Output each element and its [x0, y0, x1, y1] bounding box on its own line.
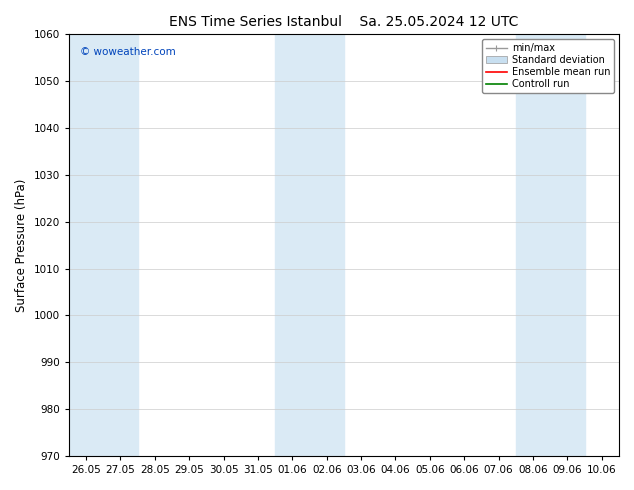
Bar	[516, 34, 585, 456]
Bar	[275, 34, 344, 456]
Title: ENS Time Series Istanbul    Sa. 25.05.2024 12 UTC: ENS Time Series Istanbul Sa. 25.05.2024 …	[169, 15, 519, 29]
Text: © woweather.com: © woweather.com	[80, 47, 176, 57]
Y-axis label: Surface Pressure (hPa): Surface Pressure (hPa)	[15, 178, 28, 312]
Bar	[69, 34, 138, 456]
Legend: min/max, Standard deviation, Ensemble mean run, Controll run: min/max, Standard deviation, Ensemble me…	[482, 39, 614, 93]
